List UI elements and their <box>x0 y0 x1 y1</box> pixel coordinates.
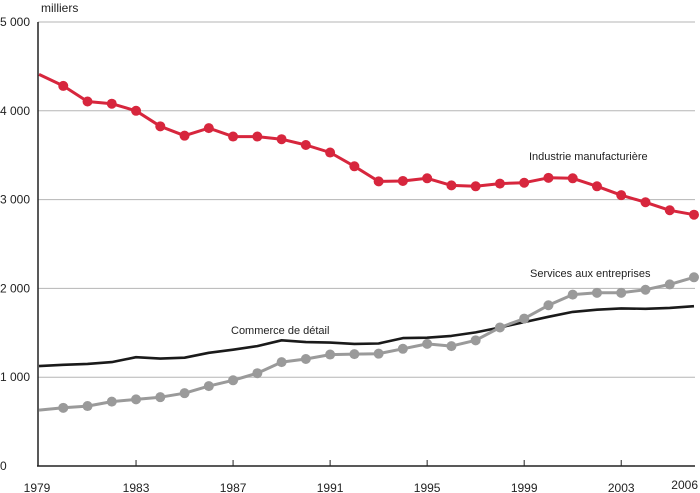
data-point <box>616 287 627 298</box>
data-point <box>591 287 602 298</box>
y-tick-label: 3 000 <box>0 193 30 207</box>
data-point <box>616 190 627 201</box>
data-point <box>422 338 433 349</box>
data-point <box>179 130 190 141</box>
data-point <box>422 173 433 184</box>
data-point <box>567 173 578 184</box>
data-point <box>446 341 457 352</box>
data-point <box>470 181 481 192</box>
series-label-manufacturing: Industrie manufacturière <box>529 151 648 163</box>
data-point <box>203 123 214 134</box>
y-tick-label: 1 000 <box>0 370 30 384</box>
x-tick-label: 1979 <box>24 481 51 493</box>
data-point <box>519 177 530 188</box>
data-point <box>397 343 408 354</box>
data-point <box>494 322 505 333</box>
data-point <box>82 96 93 107</box>
data-point <box>446 180 457 191</box>
data-point <box>300 353 311 364</box>
data-point <box>325 147 336 158</box>
series-1 <box>38 304 695 368</box>
x-tick-label: 1991 <box>317 481 344 493</box>
data-point <box>325 349 336 360</box>
x-tick-label: 1995 <box>414 481 441 493</box>
y-tick-label: 5 000 <box>0 15 30 29</box>
data-point <box>494 178 505 189</box>
x-tick-label: 1999 <box>511 481 538 493</box>
data-point <box>470 335 481 346</box>
data-point <box>228 131 239 142</box>
data-point <box>58 402 69 413</box>
data-point <box>276 357 287 368</box>
axes <box>37 22 695 467</box>
data-point <box>252 131 263 142</box>
data-point <box>300 139 311 150</box>
data-point <box>519 313 530 324</box>
series-line <box>38 275 695 412</box>
gridlines <box>38 21 695 378</box>
series-lines <box>38 73 699 413</box>
x-tick-label: 2006 <box>671 478 698 492</box>
data-point <box>349 349 360 360</box>
data-point <box>349 161 360 172</box>
series-label-business-services: Services aux entreprises <box>530 268 651 280</box>
data-point <box>131 394 142 405</box>
data-point <box>203 381 214 392</box>
data-point <box>567 289 578 300</box>
data-point <box>664 279 675 290</box>
data-point <box>664 205 675 216</box>
data-point <box>106 396 117 407</box>
y-tick-label: 4 000 <box>0 104 30 118</box>
data-point <box>373 348 384 359</box>
x-tick-label: 1987 <box>220 481 247 493</box>
x-axis-ticks: 1979 1983 1987 1991 1995 1999 2003 2006 <box>24 460 698 493</box>
data-point <box>591 181 602 192</box>
y-axis-unit-label: milliers <box>41 1 78 15</box>
data-point <box>106 98 117 109</box>
data-point <box>543 300 554 311</box>
data-point <box>689 272 699 283</box>
data-point <box>228 375 239 386</box>
data-point <box>58 80 69 91</box>
series-line <box>38 73 695 217</box>
series-line <box>38 304 695 368</box>
data-point <box>252 368 263 379</box>
y-tick-label: 0 <box>0 459 7 473</box>
data-point <box>155 392 166 403</box>
x-tick-label: 2003 <box>608 481 635 493</box>
series-2 <box>38 272 699 413</box>
y-axis-ticks: 0 1 000 2 000 3 000 4 000 5 000 <box>0 15 30 473</box>
data-point <box>131 105 142 116</box>
data-point <box>640 284 651 295</box>
data-point <box>640 197 651 208</box>
data-point <box>397 175 408 186</box>
data-point <box>543 172 554 183</box>
x-tick-label: 1983 <box>123 481 150 493</box>
data-point <box>689 209 699 220</box>
data-point <box>82 401 93 412</box>
data-point <box>155 121 166 132</box>
series-label-retail: Commerce de détail <box>231 325 329 337</box>
data-point <box>373 176 384 187</box>
data-point <box>276 134 287 145</box>
series-0 <box>38 73 699 220</box>
data-point <box>179 388 190 399</box>
y-tick-label: 2 000 <box>0 281 30 295</box>
